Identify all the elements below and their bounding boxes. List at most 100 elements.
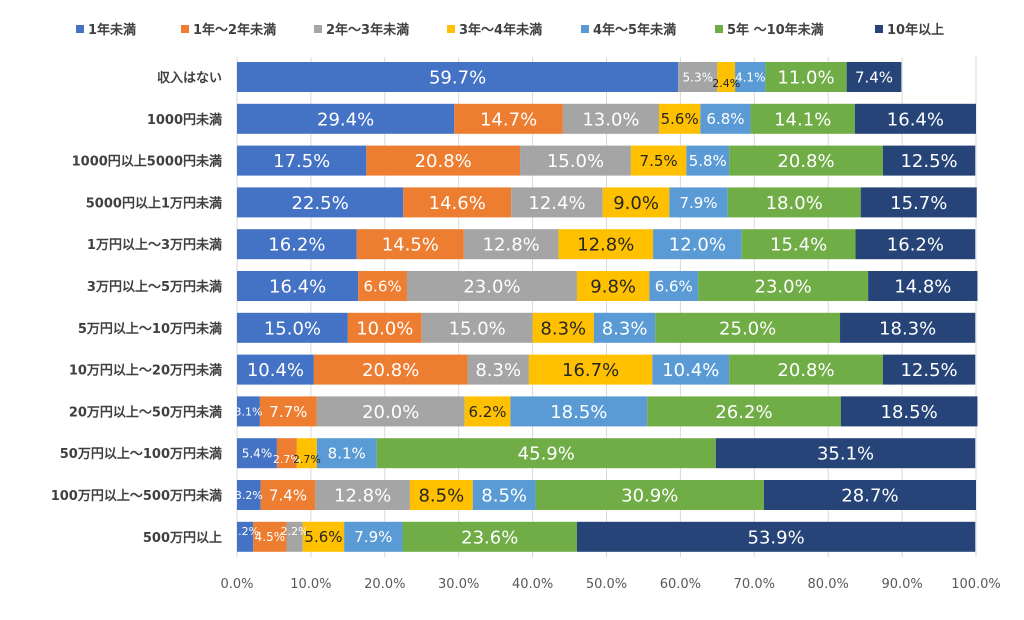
bar-segment bbox=[593, 312, 656, 343]
data-label: 12.8% bbox=[334, 485, 391, 506]
bar-segment bbox=[854, 103, 976, 134]
data-label: 15.0% bbox=[449, 318, 506, 339]
data-label: 12.8% bbox=[483, 235, 540, 256]
bar-segment bbox=[286, 521, 303, 552]
bar-segment bbox=[406, 271, 577, 301]
data-label: 28.7% bbox=[841, 485, 898, 506]
bar-segment bbox=[237, 480, 261, 510]
bar-segment bbox=[658, 103, 701, 134]
bar-segment bbox=[237, 62, 679, 92]
category-label: 3万円以上～5万円未満 bbox=[87, 279, 222, 295]
data-label: 15.0% bbox=[264, 318, 321, 339]
bar-segment bbox=[511, 187, 603, 218]
data-label: 22.5% bbox=[292, 193, 349, 214]
data-label: 23.6% bbox=[461, 527, 518, 548]
bar-segment bbox=[237, 103, 455, 134]
bar-segment bbox=[535, 480, 764, 510]
bar-segment bbox=[698, 271, 869, 301]
bar-segment bbox=[860, 187, 977, 218]
bar-segment bbox=[741, 229, 856, 260]
legend-swatch bbox=[715, 25, 723, 33]
data-label: 7.4% bbox=[855, 68, 893, 86]
bar-segment bbox=[750, 103, 855, 134]
data-label: 8.1% bbox=[328, 445, 366, 463]
data-label: 35.1% bbox=[817, 444, 874, 465]
data-label: 29.4% bbox=[317, 109, 374, 130]
bars bbox=[237, 62, 978, 552]
data-label: 26.2% bbox=[715, 402, 772, 423]
bar-segment bbox=[472, 480, 536, 510]
data-label: 5.6% bbox=[304, 528, 342, 546]
bar-segment bbox=[358, 271, 407, 301]
bar-segment bbox=[402, 521, 577, 552]
data-label: 16.4% bbox=[887, 109, 944, 130]
data-label: 7.4% bbox=[269, 486, 307, 504]
x-tick-labels: 0.0% 10.0% 20.0% 30.0% 40.0% 50.0% 60.0% 70.0% 8… bbox=[220, 577, 1000, 592]
data-label: 45.9% bbox=[518, 444, 575, 465]
bar-segment bbox=[237, 396, 260, 427]
data-label: 10.0% bbox=[356, 318, 413, 339]
data-label: 8.3% bbox=[602, 318, 648, 339]
bar-segment bbox=[464, 396, 511, 427]
bar-segment bbox=[237, 354, 314, 385]
legend-swatch bbox=[875, 25, 883, 33]
category-label: 1000円以上5000円未満 bbox=[72, 154, 222, 170]
bar-segment bbox=[366, 145, 521, 176]
bar-segment bbox=[237, 312, 348, 343]
bar-segment bbox=[237, 521, 254, 552]
data-label: 20.8% bbox=[777, 151, 834, 172]
bar-segment bbox=[467, 354, 529, 385]
category-labels: 収入はない 1000円未満 1000円以上5000円未満 5000円以上1万円未満 1万… bbox=[51, 71, 222, 546]
bar-segment bbox=[846, 62, 902, 92]
data-label: 15.0% bbox=[547, 151, 604, 172]
bar-segment bbox=[463, 229, 559, 260]
data-label: 23.0% bbox=[463, 276, 520, 297]
data-label: 4.5% bbox=[255, 530, 286, 544]
x-tick-label: 10.0% bbox=[290, 577, 331, 592]
bar-segment bbox=[313, 354, 468, 385]
x-tick-label: 70.0% bbox=[734, 577, 775, 592]
data-label: 23.0% bbox=[755, 276, 812, 297]
x-tick-label: 30.0% bbox=[438, 577, 479, 592]
legend-swatch bbox=[447, 25, 455, 33]
bar-segment bbox=[700, 103, 751, 134]
bar-segment bbox=[765, 62, 847, 92]
bar-segment bbox=[763, 480, 976, 510]
data-label: 16.2% bbox=[268, 235, 325, 256]
bar-segment bbox=[532, 312, 594, 343]
data-label: 10.4% bbox=[247, 360, 304, 381]
data-label: 12.4% bbox=[528, 193, 585, 214]
data-label: 16.2% bbox=[887, 235, 944, 256]
legend-label: 10年以上 bbox=[887, 22, 944, 38]
bar-segment bbox=[882, 145, 976, 176]
legend-label: 5年 ～10年未満 bbox=[727, 22, 824, 38]
data-label: 7.5% bbox=[640, 152, 678, 170]
x-tick-label: 60.0% bbox=[660, 577, 701, 592]
bar-segment bbox=[647, 396, 841, 427]
data-label: 10.4% bbox=[662, 360, 719, 381]
x-tick-label: 40.0% bbox=[512, 577, 553, 592]
x-tick-label: 100.0% bbox=[951, 577, 1001, 592]
bar-segment bbox=[576, 521, 976, 552]
bar-segment bbox=[520, 145, 631, 176]
bar-segment bbox=[409, 480, 473, 510]
bar-segment bbox=[510, 396, 648, 427]
bar-segment bbox=[655, 312, 841, 343]
data-label: 5.3% bbox=[683, 70, 714, 84]
data-label: 8.5% bbox=[418, 485, 464, 506]
category-label: 1万円以上～3万円未満 bbox=[87, 237, 222, 253]
legend-label: 2年～3年未満 bbox=[326, 22, 409, 38]
data-label: 20.0% bbox=[362, 402, 419, 423]
bar-segment bbox=[315, 480, 410, 510]
data-label: 18.3% bbox=[879, 318, 936, 339]
bar-segment bbox=[344, 521, 403, 552]
data-label: 18.5% bbox=[881, 402, 938, 423]
bar-segment bbox=[296, 438, 317, 469]
data-label: 11.0% bbox=[777, 67, 834, 88]
x-tick-label: 0.0% bbox=[220, 577, 253, 592]
bar-segment bbox=[678, 62, 718, 92]
bar-segment bbox=[727, 187, 861, 218]
bar-segment bbox=[528, 354, 653, 385]
